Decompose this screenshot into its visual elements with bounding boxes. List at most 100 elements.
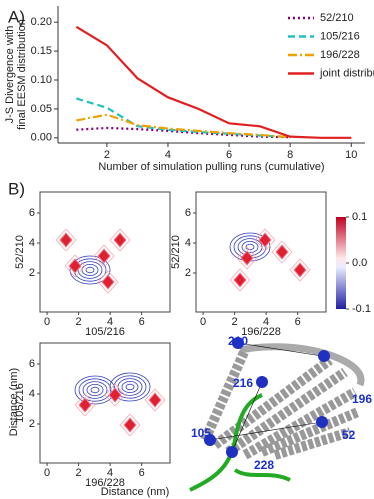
contour (113, 375, 147, 399)
y-tick-label: 6 (185, 207, 191, 219)
series-line (75, 25, 352, 139)
legend-label: 105/216 (320, 30, 360, 42)
contour (78, 378, 112, 402)
residue-label: 52 (342, 428, 356, 442)
residue-label: 210 (228, 334, 248, 348)
panel-label: A) (8, 7, 25, 26)
shared-x-label: Distance (nm) (101, 486, 169, 498)
x-tick-label: 2 (76, 467, 82, 479)
contour (108, 387, 122, 403)
residue-label: 196 (352, 392, 372, 406)
y-tick-label: 2 (29, 418, 35, 430)
x-tick-label: 0 (44, 467, 50, 479)
contour (82, 381, 108, 399)
contour (85, 266, 95, 274)
x-tick-label: 8 (287, 149, 293, 161)
contour (125, 383, 135, 391)
y-tick-label: 2 (29, 267, 35, 279)
contour (90, 386, 100, 394)
contour (81, 263, 99, 276)
x-tick-label: 2 (104, 149, 110, 161)
contour (104, 383, 126, 407)
contour (293, 262, 307, 278)
y-tick-label: 4 (29, 237, 35, 249)
plot-frame (195, 191, 327, 313)
y-axis-label: final EESM distribution (16, 19, 28, 130)
series-line (76, 97, 291, 139)
y-axis-label: J-S Divergence with (4, 26, 16, 124)
y-tick-label: 0.20 (31, 16, 52, 28)
contour (101, 274, 115, 290)
colorbar-label: 0.0 (352, 257, 367, 269)
contour (241, 240, 259, 253)
shared-y-label: Distance (nm) (8, 368, 20, 436)
contour (93, 244, 115, 268)
contour (121, 380, 139, 393)
x-tick-label: 4 (107, 316, 113, 328)
x-tick-label: 0 (200, 316, 206, 328)
y-tick-label: 0.05 (31, 103, 52, 115)
contour (236, 246, 258, 270)
y-tick-label: 2 (185, 267, 191, 279)
x-axis-label: 105/216 (85, 326, 125, 338)
series-line (76, 126, 291, 139)
y-tick-label: 0.00 (31, 132, 52, 144)
contour (64, 254, 86, 278)
contour (97, 270, 119, 294)
contour (109, 372, 151, 402)
protein-structure: 210 216 196 105 52 228 (189, 334, 372, 492)
y-tick-label: 4 (29, 388, 35, 400)
y-tick-label: 6 (29, 207, 35, 219)
legend-label: 196/228 (320, 49, 360, 61)
y-axis-label: 52/210 (14, 235, 26, 269)
x-tick-label: 2 (76, 316, 82, 328)
x-tick-label: 4 (263, 316, 269, 328)
y-tick-label: 0.15 (31, 45, 52, 57)
contour (123, 417, 137, 433)
plot-frame (39, 191, 171, 313)
y-tick-label: 4 (185, 237, 191, 249)
x-tick-label: 0 (44, 316, 50, 328)
contour (73, 258, 107, 282)
contour (144, 388, 166, 412)
contour (113, 232, 127, 248)
x-tick-label: 4 (165, 149, 171, 161)
series-line (76, 113, 291, 139)
contour (68, 258, 82, 274)
contour (229, 268, 251, 292)
contour (254, 228, 276, 252)
contour (97, 248, 111, 264)
residue-label: 228 (254, 458, 274, 472)
contour (289, 258, 311, 282)
x-tick-label: 10 (345, 149, 357, 161)
colorbar-label: 0.1 (352, 211, 367, 223)
contour (55, 228, 77, 252)
y-axis-label: 52/210 (170, 235, 182, 269)
contour (74, 393, 96, 417)
colorbar-label: -0.1 (352, 303, 371, 315)
y-axis-label: 105/216 (14, 383, 26, 423)
contour (148, 392, 162, 408)
contour (233, 272, 247, 288)
contour (271, 240, 293, 264)
contour (258, 232, 272, 248)
contour (109, 228, 131, 252)
x-tick-label: 6 (295, 316, 301, 328)
contour (69, 255, 111, 285)
colorbar (336, 217, 346, 309)
x-tick-label: 6 (226, 149, 232, 161)
legend-label: 52/210 (320, 12, 354, 24)
x-tick-label: 6 (139, 316, 145, 328)
contour (86, 383, 104, 396)
x-axis-label: Number of simulation pulling runs (cumul… (98, 161, 324, 173)
x-tick-label: 6 (139, 467, 145, 479)
plot-frame (39, 342, 171, 464)
x-axis-label: 196/228 (85, 477, 125, 489)
contour (78, 397, 92, 413)
x-axis-label: 196/228 (241, 326, 281, 338)
legend-label: joint distribution (319, 67, 374, 79)
residue-label: 216 (233, 376, 253, 390)
y-tick-label: 0.10 (31, 74, 52, 86)
contour (275, 244, 289, 260)
